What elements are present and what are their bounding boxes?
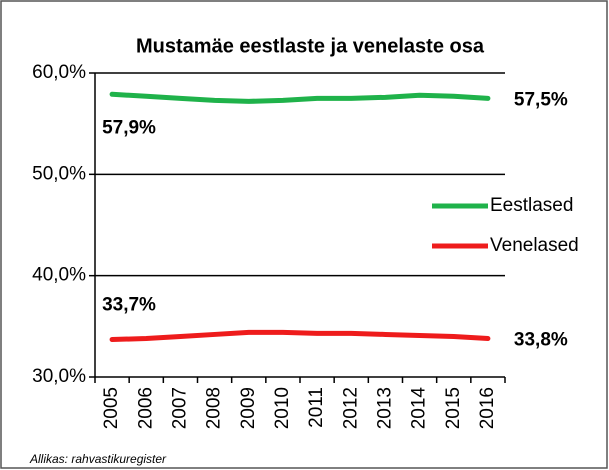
data-label: 57,5% xyxy=(514,89,568,110)
y-tick-label: 30,0% xyxy=(32,366,86,387)
y-tick-label: 40,0% xyxy=(32,265,86,286)
data-label: 33,8% xyxy=(514,330,568,351)
x-tick-label: 2007 xyxy=(169,387,190,429)
x-tick-label: 2014 xyxy=(409,387,430,430)
x-tick-label: 2010 xyxy=(272,387,293,429)
data-label: 33,7% xyxy=(102,295,156,316)
series-line xyxy=(109,91,491,104)
y-tick-label: 60,0% xyxy=(32,62,86,83)
source: Allikas: rahvastikuregister xyxy=(29,452,167,466)
x-tick-label: 2015 xyxy=(443,387,464,429)
data-label: 57,9% xyxy=(102,117,156,138)
x-tick-label: 2005 xyxy=(101,387,122,429)
x-tick-label: 2008 xyxy=(204,387,225,429)
x-tick-label: 2016 xyxy=(477,387,498,429)
legend-label: Eestlased xyxy=(490,195,573,216)
x-tick-label: 2012 xyxy=(340,387,361,429)
x-tick-label: 2009 xyxy=(238,387,259,429)
x-tick-label: 2013 xyxy=(374,387,395,429)
chart-title: Mustamäe eestlaste ja venelaste osa xyxy=(136,35,485,57)
x-tick-label: 2011 xyxy=(306,387,327,428)
series-line xyxy=(109,329,491,343)
y-tick-label: 50,0% xyxy=(32,163,86,184)
x-tick-label: 2006 xyxy=(135,387,156,429)
legend-label: Venelased xyxy=(490,235,579,256)
